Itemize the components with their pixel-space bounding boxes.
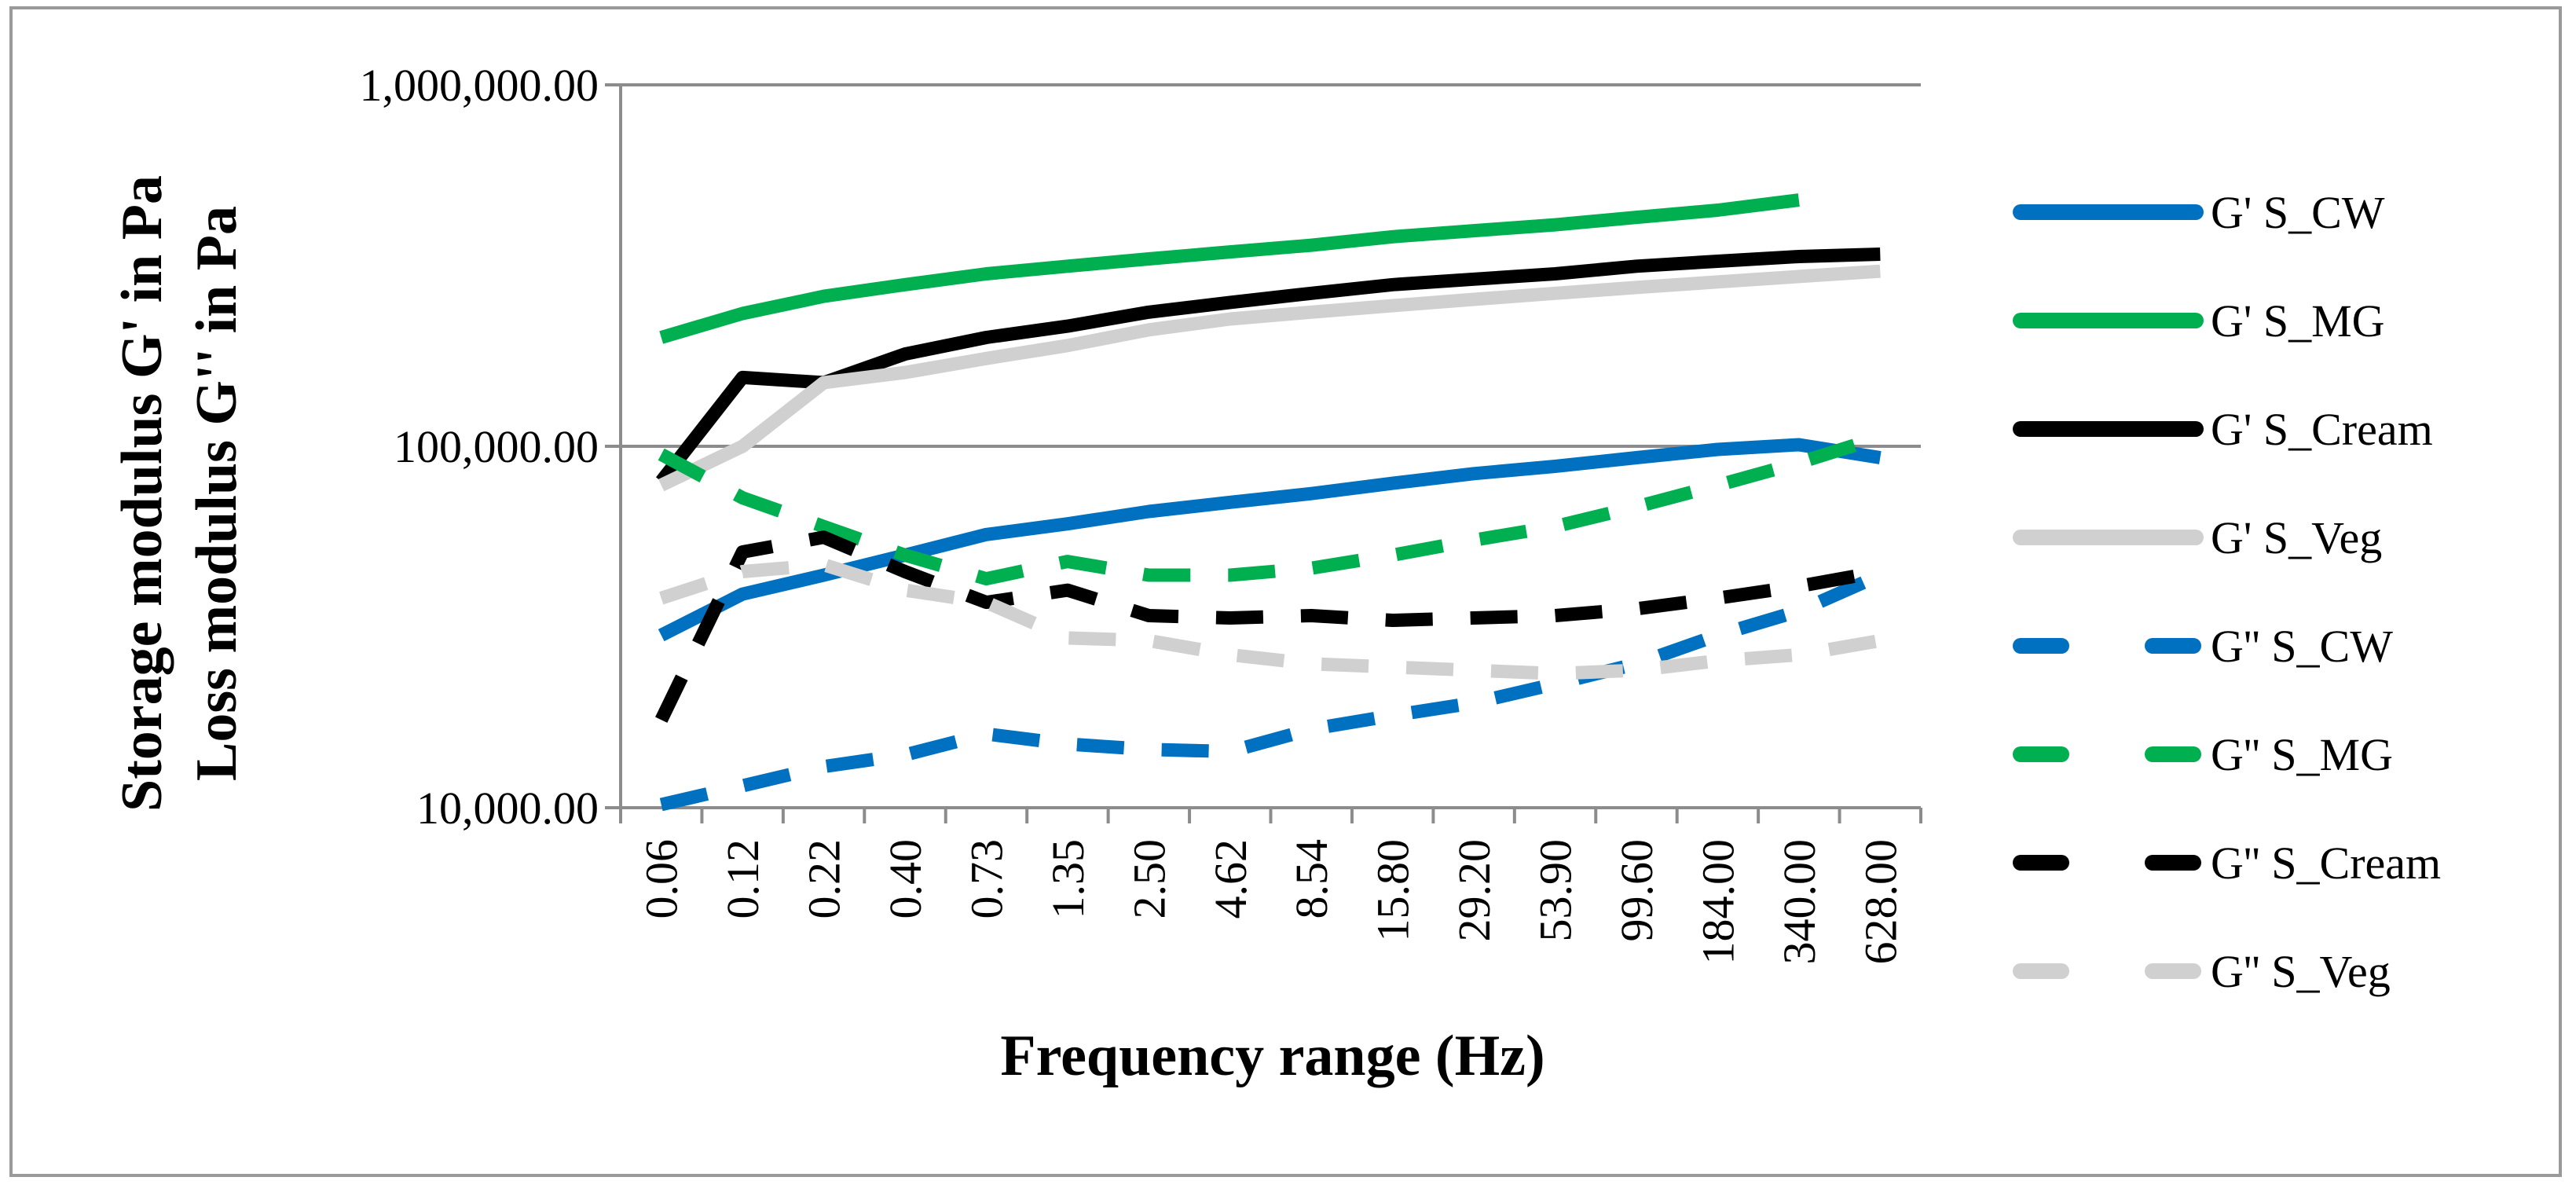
x-tick-label: 0.06 [636, 839, 687, 919]
series-line [656, 248, 1881, 486]
x-tick-label: 0.22 [799, 839, 850, 919]
legend: G' S_CW G' S_MG G' S_Cream G' S_Veg G'' S_C… [2013, 187, 2441, 997]
legend-label: G'' S_Veg [2211, 946, 2391, 997]
x-tick-label: 29.20 [1449, 839, 1500, 942]
y-tick-labels: 10,000.00 100,000.00 1,000,000.00 [360, 60, 599, 834]
series-line [659, 558, 1882, 680]
series-line [658, 431, 1882, 586]
x-tick-label: 340.00 [1774, 839, 1825, 965]
series-line [659, 569, 1883, 812]
x-tick-label: 2.50 [1123, 839, 1174, 919]
legend-label: G'' S_CW [2211, 621, 2393, 672]
chart-frame [9, 6, 2562, 1177]
series-line [655, 530, 1882, 723]
series-lines [655, 193, 1883, 812]
series-line [658, 264, 1881, 492]
x-tick-label: 1.35 [1042, 839, 1094, 919]
y-tick-label: 1,000,000.00 [360, 60, 599, 111]
x-tick-label: 184.00 [1692, 839, 1743, 965]
series-line [658, 438, 1882, 642]
legend-label: G' S_Cream [2211, 404, 2433, 455]
legend-label: G' S_CW [2211, 187, 2385, 238]
legend-label: G' S_MG [2211, 295, 2385, 346]
x-tick-labels: 0.06 0.12 0.22 0.40 0.73 1.35 2.50 4.62 8.54 15.8… [636, 839, 1907, 965]
x-tick-label: 15.80 [1368, 839, 1419, 942]
series-line [659, 193, 1800, 344]
x-tick-label: 53.90 [1530, 839, 1581, 942]
y-axis-title-line-1: Storage modulus G' in Pa [110, 175, 174, 812]
x-tick-label: 99.60 [1611, 839, 1662, 942]
legend-label: G'' S_Cream [2211, 838, 2441, 889]
x-tick-label: 0.73 [961, 839, 1012, 919]
x-axis-title: Frequency range (Hz) [1000, 1024, 1545, 1088]
axes [619, 85, 1922, 823]
legend-label: G'' S_MG [2211, 729, 2393, 780]
x-tick-label: 8.54 [1286, 839, 1337, 919]
x-tick-label: 628.00 [1855, 839, 1906, 965]
legend-label: G' S_Veg [2211, 512, 2382, 563]
x-tick-label: 0.12 [717, 839, 768, 919]
y-tick-label: 10,000.00 [416, 783, 599, 834]
y-tick-label: 100,000.00 [394, 421, 599, 472]
y-axis-title-line-2: Loss modulus G'' in Pa [185, 206, 249, 781]
x-tick-label: 0.40 [880, 839, 931, 919]
x-tick-label: 4.62 [1205, 839, 1256, 919]
